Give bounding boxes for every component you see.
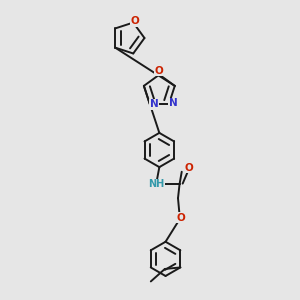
Text: O: O: [177, 213, 185, 223]
Text: O: O: [184, 163, 193, 173]
Text: O: O: [130, 16, 139, 26]
Text: NH: NH: [148, 179, 164, 189]
Text: O: O: [155, 66, 164, 76]
Text: N: N: [169, 98, 178, 108]
Text: N: N: [150, 99, 158, 109]
